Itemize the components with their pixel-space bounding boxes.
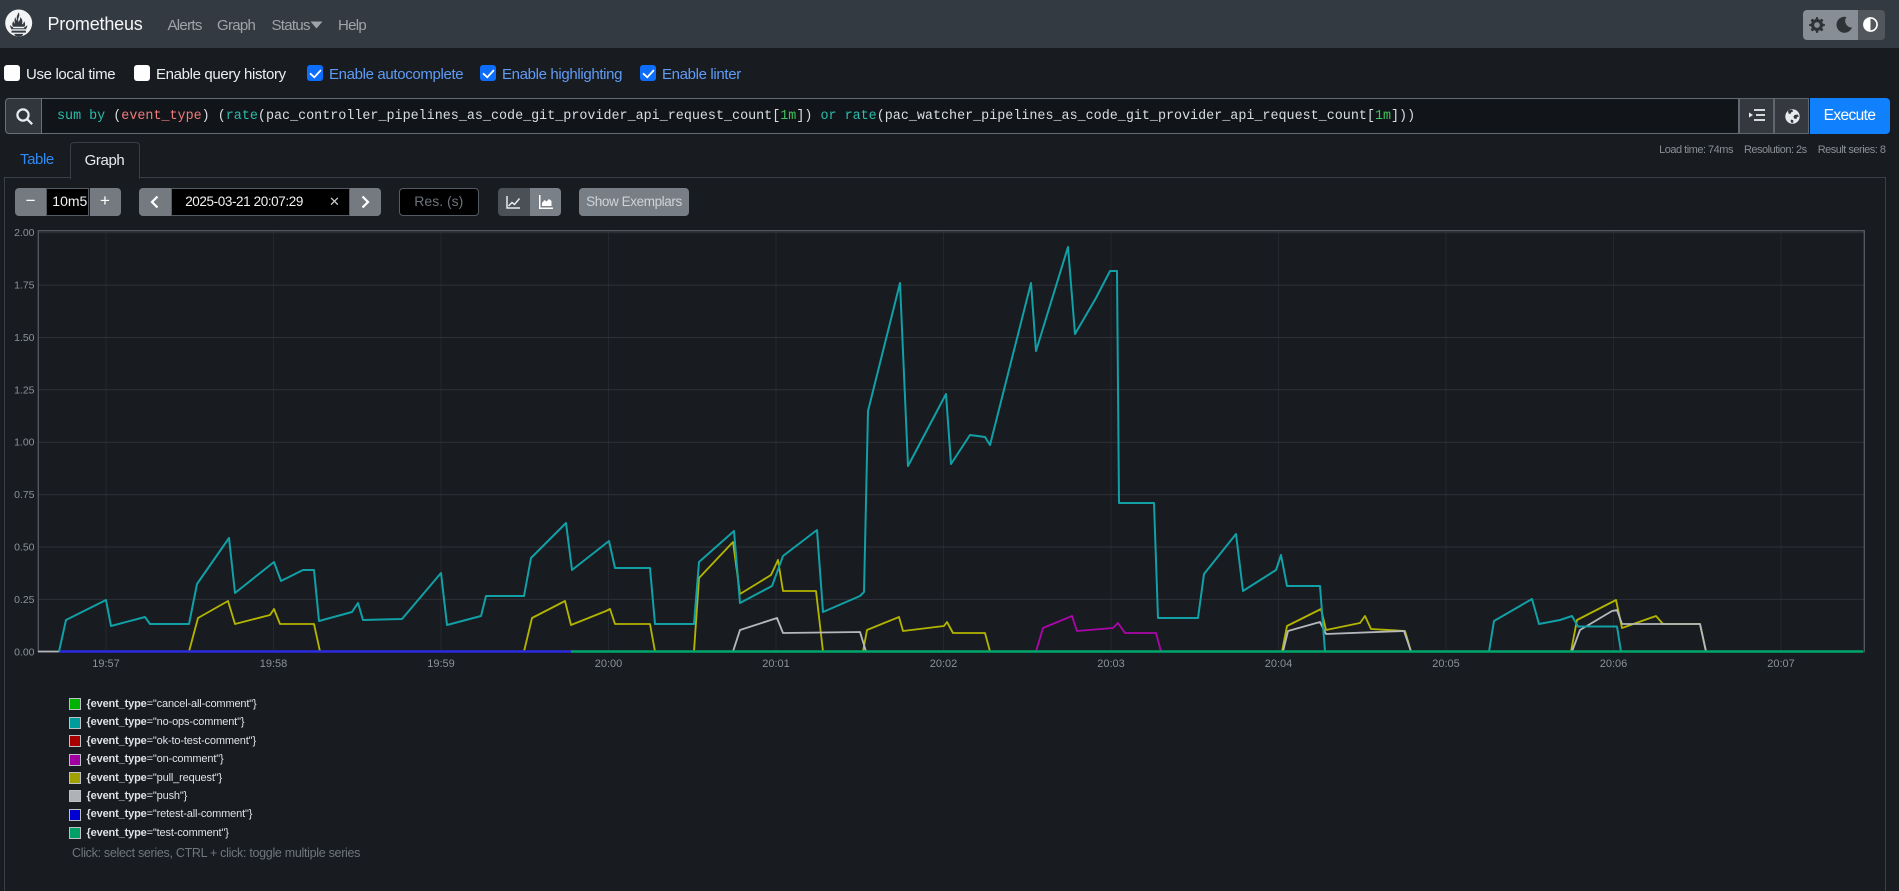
svg-text:19:58: 19:58 <box>260 658 288 670</box>
svg-text:1.25: 1.25 <box>14 384 35 396</box>
svg-text:19:59: 19:59 <box>427 658 455 670</box>
svg-text:20:07: 20:07 <box>1767 658 1795 670</box>
svg-text:0.50: 0.50 <box>14 542 35 554</box>
svg-text:19:57: 19:57 <box>92 658 120 670</box>
svg-text:20:02: 20:02 <box>930 658 958 670</box>
svg-text:20:06: 20:06 <box>1600 658 1628 670</box>
svg-text:1.00: 1.00 <box>14 437 35 449</box>
svg-text:1.75: 1.75 <box>14 280 35 292</box>
svg-text:0.00: 0.00 <box>14 646 35 658</box>
svg-text:0.25: 0.25 <box>14 594 35 606</box>
svg-text:20:05: 20:05 <box>1432 658 1460 670</box>
svg-text:20:04: 20:04 <box>1265 658 1293 670</box>
svg-text:2.00: 2.00 <box>14 227 35 239</box>
svg-text:0.75: 0.75 <box>14 489 35 501</box>
svg-text:20:01: 20:01 <box>762 658 790 670</box>
svg-text:1.50: 1.50 <box>14 332 35 344</box>
svg-text:20:03: 20:03 <box>1097 658 1125 670</box>
svg-text:20:00: 20:00 <box>595 658 623 670</box>
